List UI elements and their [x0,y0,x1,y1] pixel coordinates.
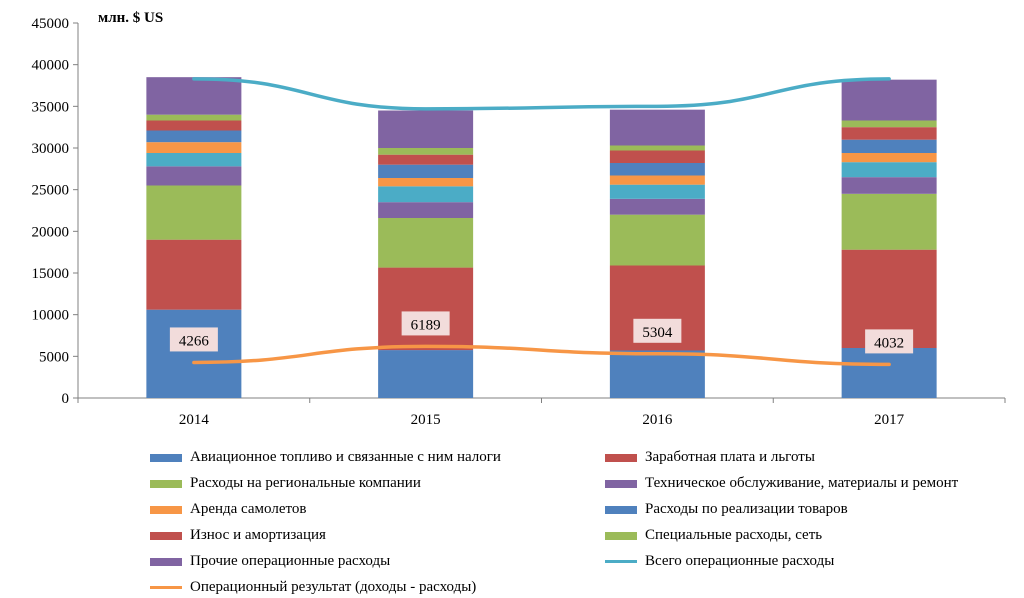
bar-segment-2016-4 [610,199,705,215]
bar-segment-2014-9 [146,115,241,121]
y-tick-label: 10000 [32,308,70,324]
bar-segment-2014-1 [146,310,241,398]
legend-swatch [605,506,637,514]
bar-segment-2017-3 [842,194,937,250]
bar-segment-2015-4 [378,202,473,218]
y-tick-label: 45000 [32,16,70,32]
bar-segment-2014-10 [146,77,241,115]
bar-segment-2017-7 [842,140,937,153]
legend-swatch [605,560,637,563]
y-tick-label: 35000 [32,99,70,115]
bar-segment-2017-10 [842,80,937,121]
legend-item: Расходы по реализации товаров [605,501,848,518]
bar-segment-2016-6 [610,176,705,185]
legend-item: Техническое обслуживание, материалы и ре… [605,475,958,492]
bar-segment-2016-3 [610,215,705,266]
y-tick-label: 20000 [32,224,70,240]
legend-item: Всего операционные расходы [605,553,834,570]
bar-segment-2014-6 [146,142,241,153]
legend: Авиационное топливо и связанные с ним на… [150,444,1010,598]
bar-segment-2017-1 [842,348,937,398]
legend-swatch [150,480,182,488]
y-tick-label: 0 [62,391,70,407]
y-tick-label: 30000 [32,141,70,157]
x-tick-label: 2014 [179,412,210,428]
legend-swatch [605,480,637,488]
data-label: 4266 [179,333,210,349]
bar-segment-2014-2 [146,240,241,310]
legend-item: Заработная плата и льготы [605,449,815,466]
legend-swatch [150,558,182,566]
legend-label: Специальные расходы, сеть [645,527,822,544]
bar-segment-2015-5 [378,186,473,202]
unit-label: млн. $ US [98,10,163,26]
legend-label: Расходы по реализации товаров [645,501,848,518]
bar-segment-2016-5 [610,185,705,199]
legend-swatch [150,532,182,540]
bar-segment-2017-9 [842,121,937,128]
bar-segment-2017-4 [842,177,937,194]
data-label: 5304 [642,325,673,341]
bar-segment-2015-9 [378,148,473,155]
bar-segment-2016-10 [610,110,705,146]
data-labels: 4266 6189 5304 4032 [170,311,913,353]
data-label: 4032 [874,335,904,351]
bar-segment-2016-7 [610,163,705,176]
bar-segment-2015-2 [378,268,473,351]
series-line-2 [194,346,889,364]
bar-segment-2014-8 [146,121,241,131]
y-tick-label: 15000 [32,266,70,282]
legend-label: Прочие операционные расходы [190,553,390,570]
legend-swatch [605,454,637,462]
data-label: 6189 [411,317,441,333]
legend-item: Авиационное топливо и связанные с ним на… [150,449,501,466]
legend-swatch [150,586,182,589]
legend-swatch [605,532,637,540]
legend-item: Аренда самолетов [150,501,306,518]
bar-segment-2016-9 [610,146,705,151]
bar-segment-2014-5 [146,153,241,166]
bar-segment-2015-7 [378,165,473,178]
legend-item: Расходы на региональные компании [150,475,421,492]
legend-item: Специальные расходы, сеть [605,527,822,544]
legend-label: Заработная плата и льготы [645,449,815,466]
bar-segment-2015-8 [378,155,473,165]
bar-segment-2017-6 [842,153,937,162]
legend-label: Расходы на региональные компании [190,475,421,492]
lines [194,79,889,365]
x-tick-label: 2015 [411,412,441,428]
bar-segment-2015-10 [378,111,473,149]
bar-segment-2015-3 [378,218,473,268]
legend-label: Всего операционные расходы [645,553,834,570]
legend-item: Операционный результат (доходы - расходы… [150,579,476,596]
legend-label: Техническое обслуживание, материалы и ре… [645,475,958,492]
legend-swatch [150,506,182,514]
bar-segment-2014-4 [146,166,241,185]
legend-label: Авиационное топливо и связанные с ним на… [190,449,501,466]
x-tick-label: 2016 [642,412,673,428]
bar-segment-2014-7 [146,131,241,143]
y-tick-label: 5000 [39,349,69,365]
x-tick-label: 2017 [874,412,905,428]
legend-label: Операционный результат (доходы - расходы… [190,579,476,596]
bar-segment-2017-8 [842,127,937,139]
bar-segment-2015-1 [378,350,473,398]
bar-segment-2016-8 [610,151,705,164]
y-tick-label: 25000 [32,183,70,199]
bar-segment-2015-6 [378,178,473,186]
legend-label: Аренда самолетов [190,501,306,518]
bar-segment-2016-1 [610,351,705,399]
series-line-1 [194,79,889,109]
bar-segment-2014-3 [146,186,241,240]
legend-item: Прочие операционные расходы [150,553,390,570]
legend-swatch [150,454,182,462]
chart-plot: млн. $ US 0 5000 10000 15000 20000 25000 30000… [0,0,1024,440]
legend-label: Износ и амортизация [190,527,326,544]
legend-item: Износ и амортизация [150,527,326,544]
y-tick-label: 40000 [32,58,70,74]
bar-segment-2017-5 [842,162,937,177]
